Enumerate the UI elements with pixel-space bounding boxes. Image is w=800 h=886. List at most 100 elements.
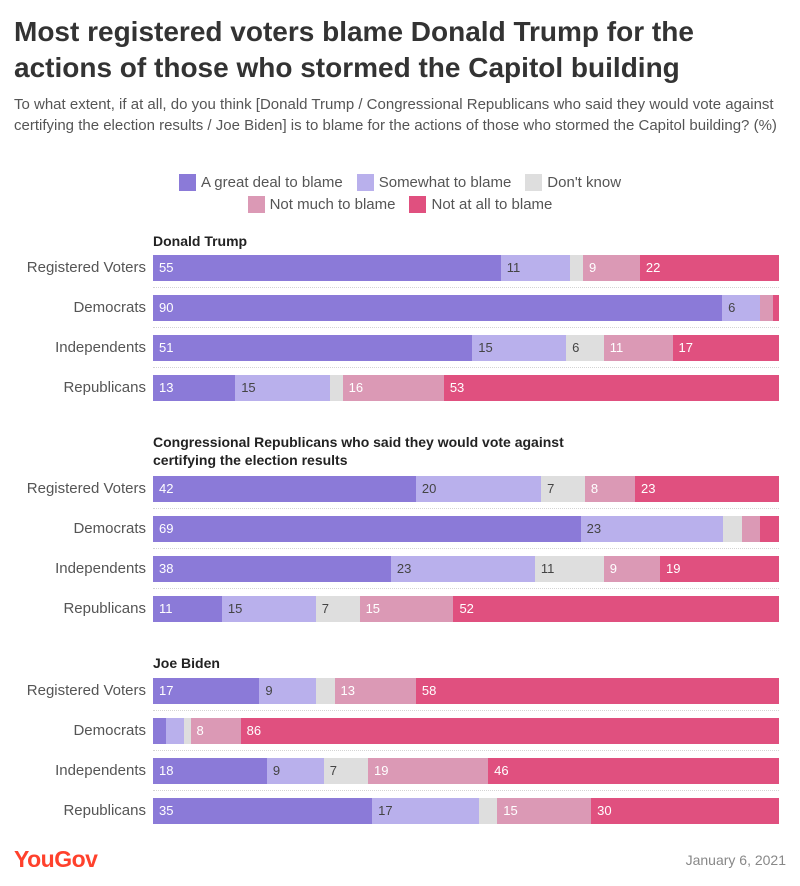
- bar-segment: 15: [221, 596, 316, 622]
- bar-segment: [315, 678, 335, 704]
- row-divider: [153, 508, 779, 509]
- stacked-bar: 55 11 9 22: [153, 255, 779, 281]
- chart-subtitle: To what extent, if at all, do you think …: [14, 96, 777, 134]
- chart-row: Republicans 13 15 16 53: [0, 368, 800, 408]
- bar-segment: 46: [488, 758, 779, 784]
- row-label: Independents: [55, 560, 146, 577]
- legend-swatch: [247, 196, 265, 213]
- bar-segment: 22: [639, 255, 779, 281]
- chart-title: Most registered voters blame Donald Trum…: [14, 16, 694, 83]
- bar-segment: 18: [153, 758, 267, 784]
- bar-segment: 6: [722, 295, 761, 321]
- bar-value-label: 23: [640, 481, 656, 496]
- legend-swatch: [178, 174, 196, 191]
- legend-swatch: [356, 174, 374, 191]
- legend-label: Somewhat to blame: [378, 174, 512, 191]
- bar-segment: 9: [259, 678, 316, 704]
- bar-value-label: 11: [506, 260, 521, 275]
- row-label: Registered Voters: [26, 259, 146, 276]
- legend-swatch: [409, 196, 427, 213]
- stacked-bar: 42 20 7 8 23: [153, 476, 779, 502]
- chart-row: Independents 51 15 6 11 17: [0, 328, 800, 368]
- bar-value-label: 18: [159, 763, 174, 778]
- bar-segment: 7: [315, 596, 360, 622]
- bar-value-label: 22: [645, 260, 661, 275]
- bar-value-label: 17: [378, 803, 393, 818]
- bar-value-label: 86: [246, 723, 262, 738]
- bar-segment: 16: [342, 375, 444, 401]
- stacked-bar: 8 86: [153, 718, 779, 744]
- row-label: Democrats: [73, 299, 146, 316]
- row-divider: [153, 790, 779, 791]
- bar-value-label: 15: [478, 340, 493, 355]
- bar-value-label: 52: [459, 601, 474, 616]
- bar-segment: 69: [153, 516, 581, 542]
- bar-value-label: 38: [159, 561, 174, 576]
- bar-segment: [478, 798, 498, 824]
- bar-value-label: 9: [272, 763, 281, 778]
- stacked-bar: 51 15 6 11 17: [153, 335, 779, 361]
- chart-row: Republicans 11 15 7 15 52: [0, 589, 800, 629]
- bar-segment: 55: [153, 255, 501, 281]
- bar-value-label: 13: [340, 683, 355, 698]
- bar-segment: [165, 718, 185, 744]
- stacked-bar: 18 9 7 19 46: [153, 758, 779, 784]
- row-divider: [153, 750, 779, 751]
- bar-segment: [570, 255, 583, 281]
- row-label: Republicans: [63, 600, 146, 617]
- panel-title: Donald Trump: [153, 233, 248, 249]
- bar-value-label: 51: [159, 340, 174, 355]
- bar-value-label: 15: [227, 601, 243, 616]
- bar-value-label: 15: [503, 803, 518, 818]
- yougov-logo: YouGov: [14, 846, 98, 872]
- bar-value-label: 19: [666, 561, 681, 576]
- bar-value-label: 17: [678, 340, 694, 355]
- bar-segment: [184, 718, 191, 744]
- stacked-bar: 17 9 13 58: [153, 678, 779, 704]
- bar-segment: 35: [153, 798, 373, 824]
- chart-row: Registered Voters 55 11 9 22: [0, 248, 800, 288]
- bar-value-label: 9: [609, 561, 617, 576]
- bar-segment: 42: [153, 476, 416, 502]
- row-divider: [153, 327, 779, 328]
- legend-item: Not much to blame: [247, 196, 396, 213]
- legend-label: Not much to blame: [269, 196, 396, 213]
- legend-item: Don't know: [525, 174, 621, 191]
- bar-segment: 20: [415, 476, 542, 502]
- bar-segment: 11: [603, 335, 673, 361]
- stacked-bar: 35 17 15 30: [153, 798, 779, 824]
- bar-segment: 23: [580, 516, 724, 542]
- legend-item: Not at all to blame: [409, 196, 552, 213]
- chart-row: Democrats 69 23: [0, 509, 800, 549]
- bar-segment: [760, 516, 779, 542]
- bar-value-label: 7: [329, 763, 337, 778]
- row-label: Registered Voters: [26, 682, 146, 699]
- legend-item: Somewhat to blame: [356, 174, 512, 191]
- bar-value-label: 23: [396, 561, 412, 576]
- row-label: Independents: [55, 339, 146, 356]
- bar-segment: 11: [500, 255, 571, 281]
- row-label: Registered Voters: [26, 480, 146, 497]
- bar-segment: 11: [534, 556, 604, 582]
- bar-value-label: 8: [590, 481, 599, 496]
- bar-value-label: 55: [159, 260, 174, 275]
- bar-segment: 8: [584, 476, 635, 502]
- bar-segment: 8: [190, 718, 241, 744]
- chart-row: Democrats 8 86: [0, 711, 800, 751]
- bar-value-label: 7: [547, 481, 555, 496]
- bar-segment: 7: [541, 476, 585, 502]
- bar-value-label: 35: [159, 803, 174, 818]
- chart-row: Independents 18 9 7 19 46: [0, 751, 800, 791]
- chart-row: Republicans 35 17 15 30: [0, 791, 800, 831]
- row-label: Democrats: [73, 520, 146, 537]
- row-divider: [153, 588, 779, 589]
- bar-segment: 17: [372, 798, 479, 824]
- row-divider: [153, 287, 779, 288]
- bar-value-label: 15: [365, 601, 381, 616]
- panel-title: Congressional Republicans who said they …: [153, 434, 564, 468]
- row-label: Republicans: [63, 379, 146, 396]
- bar-value-label: 19: [373, 763, 389, 778]
- row-divider: [153, 710, 779, 711]
- bar-segment: [760, 295, 773, 321]
- row-label: Democrats: [73, 722, 146, 739]
